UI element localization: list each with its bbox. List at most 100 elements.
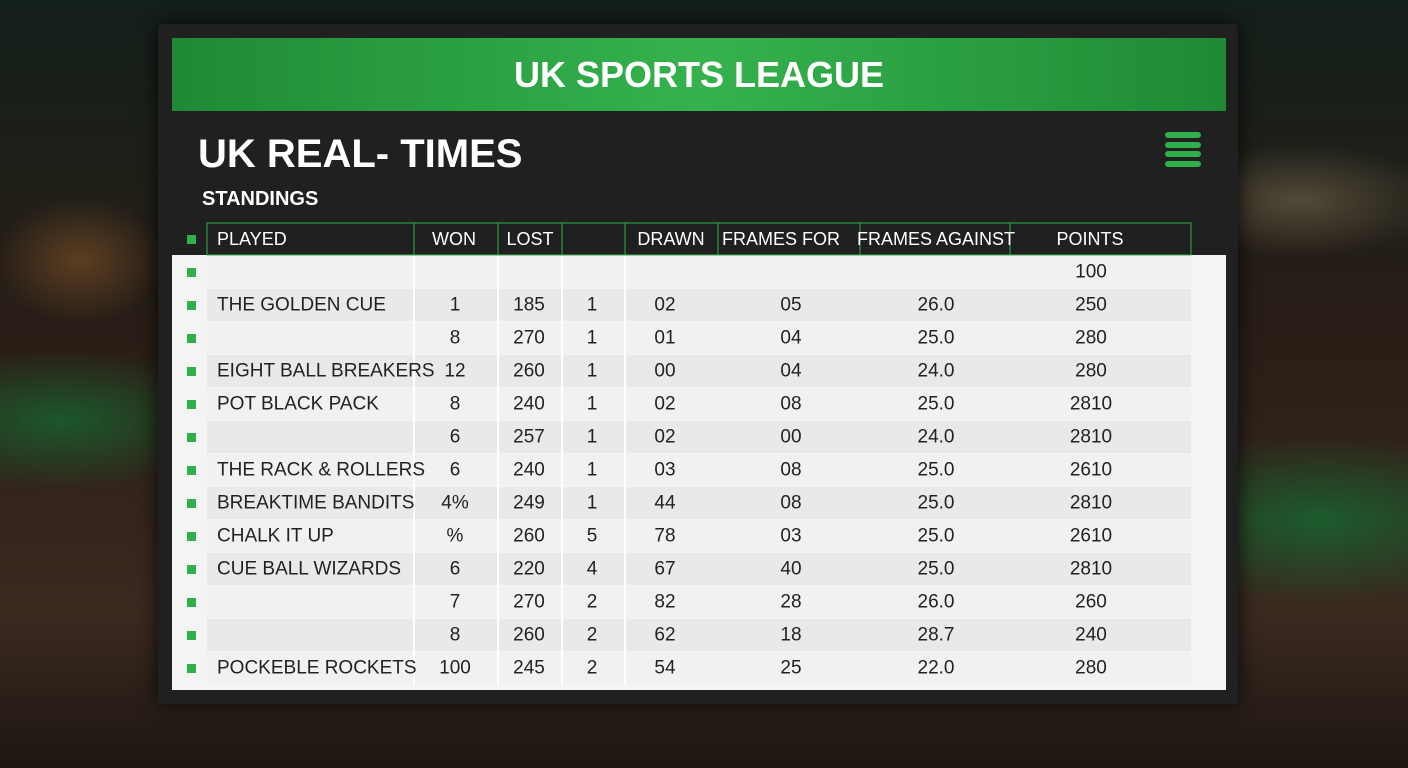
cell: 54	[654, 658, 676, 679]
bullet	[187, 235, 196, 244]
cell: 18	[780, 625, 801, 646]
cell: 185	[513, 295, 545, 316]
cell: 2810	[1070, 394, 1112, 415]
cell: 1	[587, 361, 598, 382]
cell: 2810	[1070, 493, 1112, 514]
cell: 25.0	[918, 328, 955, 349]
cell: 08	[780, 493, 801, 514]
section-label: STANDINGS	[202, 188, 319, 210]
cell: 100	[439, 658, 471, 679]
bullet	[187, 466, 196, 475]
cell: 44	[654, 493, 676, 514]
cell: 78	[654, 526, 675, 547]
cell: 4	[587, 559, 598, 580]
team-name: THE GOLDEN CUE	[217, 295, 386, 316]
cell: 2610	[1070, 460, 1112, 481]
bullet	[187, 598, 196, 607]
cell: 240	[513, 394, 545, 415]
bullet	[187, 631, 196, 640]
cell: 4%	[441, 493, 469, 514]
cell: 280	[1075, 658, 1107, 679]
cell: 257	[513, 427, 545, 448]
cell: 260	[513, 526, 545, 547]
bullet	[187, 532, 196, 541]
column-header: LOST	[506, 229, 553, 249]
team-name: POCKEBLE ROCKETS	[217, 658, 417, 679]
cell: 02	[654, 394, 675, 415]
cell: 280	[1075, 361, 1107, 382]
cell: 260	[513, 361, 545, 382]
cell: 2810	[1070, 559, 1112, 580]
title: UK SPORTS LEAGUE	[513, 53, 885, 95]
cell: 6	[450, 559, 461, 580]
cell: 02	[654, 427, 675, 448]
cell: 03	[654, 460, 675, 481]
cell: 8	[450, 394, 461, 415]
cell: 5	[587, 526, 598, 547]
cell: 6	[450, 460, 461, 481]
cell: 2610	[1070, 526, 1112, 547]
table-row	[207, 355, 1191, 387]
column-header: FRAMES AGAINST	[857, 229, 1015, 249]
cell: 280	[1075, 328, 1107, 349]
cell: 260	[1075, 592, 1107, 613]
cell: 08	[780, 394, 801, 415]
table-row	[207, 322, 1191, 354]
cell: 220	[513, 559, 545, 580]
cell: 8	[450, 328, 461, 349]
cell: 08	[780, 460, 801, 481]
team-name: CUE BALL WIZARDS	[217, 559, 401, 580]
cell: 2810	[1070, 427, 1112, 448]
bullet	[187, 433, 196, 442]
cell: 25	[780, 658, 801, 679]
cell: 24.0	[918, 361, 955, 382]
cell: 28.7	[918, 625, 955, 646]
cell: 270	[513, 328, 545, 349]
table-row	[207, 421, 1191, 453]
cell: 28	[780, 592, 801, 613]
column-header: WON	[432, 229, 476, 249]
cell: 40	[780, 559, 801, 580]
cell: 1	[587, 328, 598, 349]
bullet	[187, 400, 196, 409]
cell: 25.0	[918, 493, 955, 514]
bullet	[187, 499, 196, 508]
cell: 25.0	[918, 460, 955, 481]
cell: 1	[587, 295, 598, 316]
column-header: POINTS	[1056, 229, 1123, 249]
cell: 260	[513, 625, 545, 646]
cell: 02	[654, 295, 675, 316]
bullet	[187, 565, 196, 574]
cell: %	[447, 526, 464, 547]
table-row	[207, 520, 1191, 552]
team-name: BREAKTIME BANDITS	[217, 493, 414, 514]
column-header: PLAYED	[217, 229, 287, 249]
column-header: FRAMES FOR	[722, 229, 840, 249]
subtitle: UK REAL- TIMES	[198, 132, 523, 176]
cell: 2	[587, 658, 598, 679]
cell: 05	[780, 295, 801, 316]
cell: 26.0	[918, 592, 955, 613]
cell: 03	[780, 526, 801, 547]
cell: 82	[654, 592, 675, 613]
column-header: DRAWN	[637, 229, 704, 249]
team-name: EIGHT BALL BREAKERS	[217, 361, 435, 382]
cell: 22.0	[918, 658, 955, 679]
cell: 67	[654, 559, 675, 580]
cell: 270	[513, 592, 545, 613]
menu-icon[interactable]	[1165, 132, 1201, 170]
team-name: POT BLACK PACK	[217, 394, 379, 415]
cell: 00	[654, 361, 675, 382]
team-name: THE RACK & ROLLERS	[217, 460, 425, 481]
table-row	[207, 586, 1191, 618]
cell: 7	[450, 592, 461, 613]
cell: 1	[450, 295, 461, 316]
bullet	[187, 367, 196, 376]
cell: 1	[587, 460, 598, 481]
cell: 240	[513, 460, 545, 481]
cell: 62	[654, 625, 675, 646]
cell: 249	[513, 493, 545, 514]
cell: 1	[587, 427, 598, 448]
team-name: CHALK IT UP	[217, 526, 334, 547]
